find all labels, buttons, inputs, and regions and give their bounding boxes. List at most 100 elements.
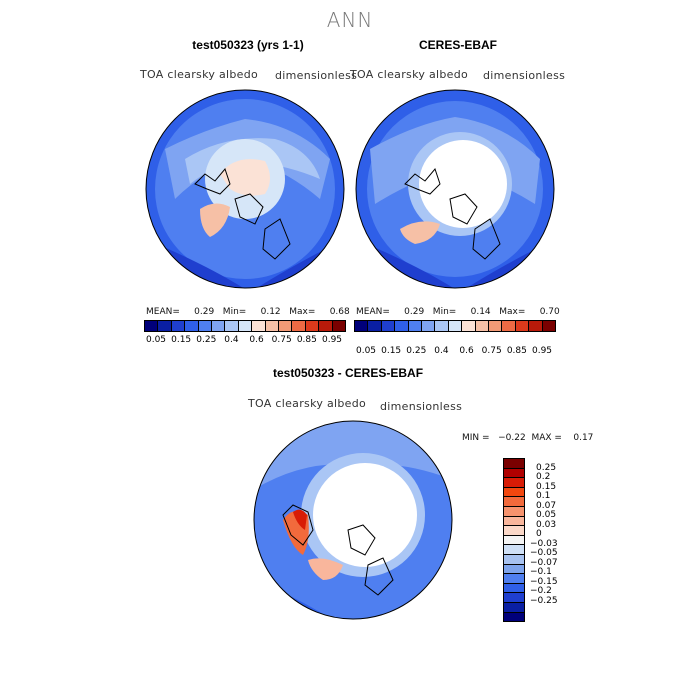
panel2-colorbar-swatch: [355, 321, 369, 331]
panel3-colorbar-swatch: [504, 506, 524, 517]
panel2-colorbar-labels: 0.05 0.15 0.25 0.4 0.6 0.75 0.85 0.95: [354, 346, 554, 357]
panel3-colorbar-tick-label: 0.2: [536, 472, 551, 483]
panel1-colorbar-swatch: [332, 321, 346, 331]
panel1-colorbar-labels: 0.05 0.15 0.25 0.4 0.6 0.75 0.85 0.95: [144, 335, 344, 346]
panel3-colorbar-swatch: [504, 612, 524, 622]
panel2-colorbar-swatch: [475, 321, 490, 331]
panel1-colorbar-swatch: [265, 321, 280, 331]
panel3-colorbar-swatch: [504, 468, 524, 479]
panel1-colorbar-tick-label: 0.85: [296, 335, 317, 345]
panel3-colorbar-tick-label: −0.25: [530, 595, 558, 606]
panel3-colorbar-tick-label: −0.05: [530, 548, 558, 559]
panel2-colorbar-swatch: [448, 321, 463, 331]
panel1-colorbar-tick-label: 0.6: [249, 335, 264, 345]
panel2-colorbar-swatch: [408, 321, 423, 331]
panel3-colorbar-tick-label: −0.03: [530, 538, 558, 549]
panel3-colorbar-swatch: [504, 554, 524, 565]
panel2-units: dimensionless: [483, 69, 566, 82]
panel2-colorbar-swatch: [381, 321, 396, 331]
panel2-colorbar: [354, 320, 556, 332]
panel3-colorbar-tick-label: 0.1: [536, 491, 551, 502]
panel1-variable: TOA clearsky albedo: [140, 68, 259, 81]
panel1-colorbar-swatch: [279, 321, 293, 331]
panel2-colorbar-swatch: [462, 321, 476, 331]
panel3-colorbar-tick-label: −0.07: [530, 557, 558, 568]
panel1-colorbar-tick-label: 0.25: [196, 335, 217, 345]
panel3-stats: MIN = −0.22 MAX = 0.17: [462, 433, 594, 443]
panel2-variable: TOA clearsky albedo: [350, 68, 469, 81]
panel1-colorbar-swatch: [225, 321, 239, 331]
panel1-colorbar-swatch: [292, 321, 306, 331]
panel2-colorbar-swatch: [542, 321, 556, 331]
panel3-colorbar-swatch: [504, 497, 524, 507]
panel3-colorbar-tick-label: 0.25: [536, 462, 557, 473]
panel1-colorbar-swatch: [185, 321, 199, 331]
panel1-units: dimensionless: [275, 69, 358, 82]
panel1-map: [145, 89, 345, 289]
panel1-colorbar-swatch: [158, 321, 172, 331]
page-title: ANN: [326, 8, 374, 32]
panel2-colorbar-tick-label: 0.4: [434, 346, 449, 356]
panel2-colorbar-tick-label: 0.85: [506, 346, 527, 356]
panel3-colorbar-swatch: [504, 478, 524, 488]
panel3-colorbar-swatch: [504, 535, 524, 546]
panel2-colorbar-tick-label: 0.25: [406, 346, 427, 356]
panel2-colorbar-swatch: [422, 321, 436, 331]
panel1-colorbar-swatch: [319, 321, 333, 331]
panel3-colorbar-tick-label: 0.03: [536, 519, 557, 530]
panel3-colorbar-swatch: [504, 487, 524, 498]
panel2-stats: MEAN= 0.29 Min= 0.14 Max= 0.70: [356, 307, 560, 317]
panel2-title: CERES-EBAF: [418, 38, 497, 52]
panel2-colorbar-swatch: [395, 321, 409, 331]
panel3-colorbar-swatch: [504, 516, 524, 527]
panel3-colorbar-swatch: [504, 545, 524, 555]
panel2-colorbar-tick-label: 0.75: [481, 346, 502, 356]
panel3-colorbar-tick-label: 0.07: [536, 500, 557, 511]
panel2-colorbar-tick-label: 0.15: [381, 346, 402, 356]
panel2-colorbar-tick-label: 0.95: [531, 346, 553, 356]
panel3-map: [253, 420, 453, 620]
panel1-colorbar-swatch: [252, 321, 266, 331]
panel1-colorbar-swatch: [145, 321, 159, 331]
panel1-colorbar-tick-label: 0.05: [145, 335, 167, 345]
panel1-colorbar: [144, 320, 346, 332]
panel2-colorbar-tick-label: 0.05: [355, 346, 377, 356]
panel1-colorbar-tick-label: 0.95: [321, 335, 343, 345]
panel1-stats: MEAN= 0.29 Min= 0.12 Max= 0.68: [146, 307, 350, 317]
panel3-colorbar-tick-label: 0: [536, 529, 542, 540]
panel3-colorbar-tick-label: −0.2: [530, 586, 552, 597]
panel1-colorbar-tick-label: 0.75: [271, 335, 292, 345]
panel3-colorbar-labels: 0.25 0.2 0.15 0.1 0.07 0.05 0.03 0 −0.03 −0.05 −0.…: [530, 458, 590, 620]
panel3-colorbar-swatch: [504, 564, 524, 575]
panel3-colorbar-swatch: [504, 574, 524, 584]
panel1-colorbar-swatch: [171, 321, 186, 331]
panel1-title: test050323 (yrs 1-1): [192, 38, 304, 52]
panel3-colorbar: [503, 458, 525, 622]
panel2-colorbar-swatch: [435, 321, 449, 331]
panel1-colorbar-tick-label: 0.15: [171, 335, 192, 345]
panel3-colorbar-swatch: [504, 526, 524, 536]
panel3-units: dimensionless: [380, 400, 463, 413]
panel2-colorbar-swatch: [502, 321, 516, 331]
panel3-variable: TOA clearsky albedo: [248, 397, 367, 410]
panel1-colorbar-swatch: [238, 321, 253, 331]
panel3-title: test050323 - CERES-EBAF: [272, 366, 424, 380]
panel2-colorbar-swatch: [489, 321, 503, 331]
panel3-colorbar-swatch: [504, 459, 524, 469]
panel3-colorbar-swatch: [504, 602, 524, 613]
panel2-colorbar-swatch: [368, 321, 382, 331]
panel3-colorbar-tick-label: −0.1: [530, 567, 552, 578]
panel1-colorbar-swatch: [198, 321, 213, 331]
panel2-colorbar-swatch: [515, 321, 530, 331]
panel3-colorbar-tick-label: 0.15: [536, 481, 557, 492]
panel3-colorbar-swatch: [504, 583, 524, 594]
panel1-colorbar-tick-label: 0.4: [224, 335, 239, 345]
panel1-colorbar-swatch: [212, 321, 226, 331]
panel3-colorbar-tick-label: 0.05: [536, 510, 557, 521]
panel3-colorbar-tick-label: −0.15: [530, 576, 558, 587]
panel2-map: [355, 89, 555, 289]
panel1-colorbar-swatch: [305, 321, 320, 331]
panel2-colorbar-tick-label: 0.6: [459, 346, 474, 356]
panel2-colorbar-swatch: [529, 321, 543, 331]
panel3-colorbar-swatch: [504, 593, 524, 603]
